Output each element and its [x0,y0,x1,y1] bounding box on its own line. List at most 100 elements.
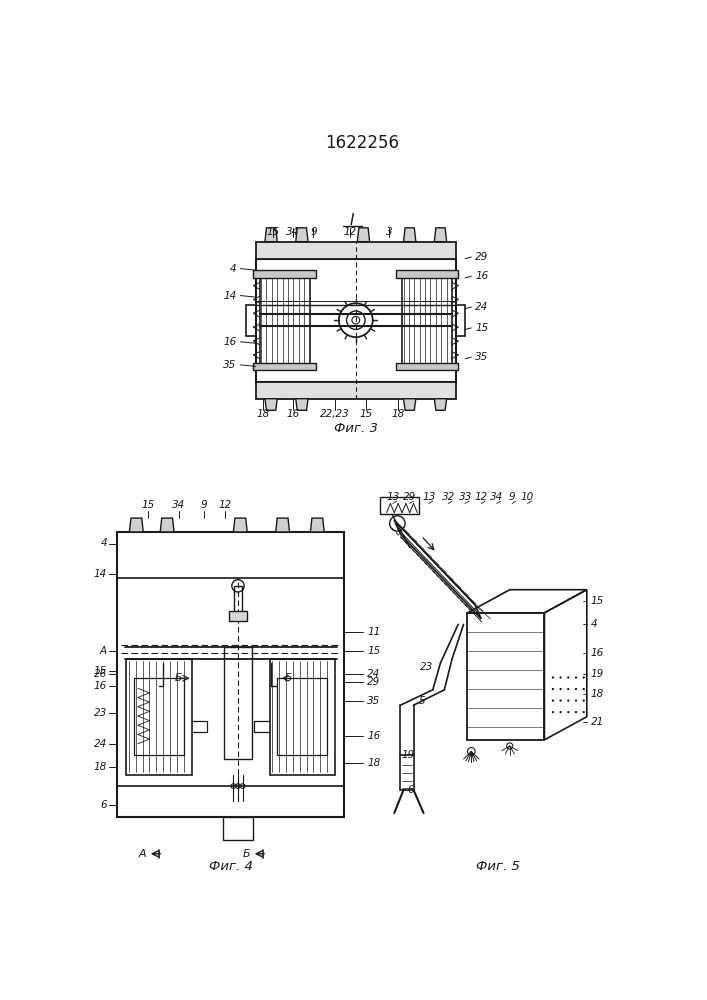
Circle shape [551,676,554,679]
Text: 15: 15 [359,409,373,419]
Text: 4: 4 [230,264,236,274]
Text: 34: 34 [490,492,503,502]
Text: 6: 6 [407,785,414,795]
Text: А: А [100,646,107,656]
Text: 12: 12 [344,227,357,237]
Text: 18: 18 [368,758,380,768]
Text: Фиг. 5: Фиг. 5 [477,860,520,873]
Bar [224,647,252,759]
Polygon shape [404,399,416,410]
Bar [396,363,458,370]
Bar [256,382,456,399]
Text: 35: 35 [368,696,380,706]
Text: 24: 24 [94,739,107,749]
Text: 24: 24 [475,302,489,312]
Text: 19: 19 [590,669,604,679]
Text: 13: 13 [422,492,436,502]
Text: 26: 26 [94,669,107,679]
Text: 18: 18 [257,409,270,419]
Polygon shape [434,399,447,410]
Circle shape [567,688,569,690]
Text: 14: 14 [223,291,236,301]
Text: 15: 15 [590,596,604,606]
Text: 22,23: 22,23 [320,409,350,419]
Text: 16: 16 [286,409,299,419]
Circle shape [575,688,577,690]
Text: 15: 15 [94,666,107,676]
Text: 19: 19 [402,750,415,760]
Circle shape [551,688,554,690]
Text: 16: 16 [223,337,236,347]
Text: 15: 15 [475,323,489,333]
Text: 29: 29 [475,252,489,262]
Bar [467,613,544,740]
Text: 6: 6 [100,800,107,810]
Text: 15: 15 [267,227,280,237]
Bar [402,274,452,366]
Polygon shape [233,518,247,532]
Bar [229,611,247,620]
Bar [380,497,419,514]
Circle shape [575,711,577,713]
Polygon shape [276,518,290,532]
Text: 24: 24 [368,669,380,679]
Text: 33: 33 [459,492,472,502]
Circle shape [567,699,569,702]
Polygon shape [296,399,308,410]
Circle shape [551,699,554,702]
Text: 16: 16 [475,271,489,281]
Text: 11: 11 [368,627,380,637]
Circle shape [551,711,554,713]
Text: 15: 15 [141,500,155,510]
Bar [277,678,327,755]
Text: 9: 9 [509,492,515,502]
Text: 32: 32 [442,492,455,502]
Polygon shape [129,518,144,532]
Text: 10: 10 [521,492,534,502]
Circle shape [575,699,577,702]
Text: 18: 18 [94,762,107,772]
Bar [253,270,316,278]
Text: 18: 18 [590,689,604,699]
Polygon shape [296,228,308,242]
Text: 4: 4 [590,619,597,629]
Polygon shape [265,399,277,410]
Bar [134,678,184,755]
Circle shape [559,699,562,702]
Polygon shape [434,228,447,242]
Text: Б: Б [284,673,291,683]
Circle shape [559,676,562,679]
Circle shape [583,676,585,679]
Bar [117,786,344,817]
Bar [117,532,344,817]
Text: I: I [350,213,354,228]
Circle shape [575,676,577,679]
Text: 13: 13 [386,492,399,502]
Circle shape [559,711,562,713]
Polygon shape [160,518,174,532]
Bar [256,259,456,382]
Bar [117,532,344,578]
Text: 4: 4 [100,538,107,548]
Bar [269,659,335,774]
Text: Фиг. 3: Фиг. 3 [334,422,378,434]
Bar [127,659,192,774]
Text: 16: 16 [94,681,107,691]
Bar [234,586,242,613]
Text: 29: 29 [403,492,416,502]
Polygon shape [310,518,325,532]
Text: 21: 21 [590,717,604,727]
Circle shape [583,699,585,702]
Bar [259,274,310,366]
Text: 9: 9 [201,500,207,510]
Text: 23: 23 [94,708,107,718]
Bar [396,270,458,278]
Text: Б: Б [175,673,182,683]
Circle shape [583,711,585,713]
Polygon shape [357,228,370,242]
Circle shape [583,688,585,690]
Text: 35: 35 [223,360,236,370]
Text: 34: 34 [172,500,185,510]
Text: 3: 3 [385,227,392,237]
Text: А: А [139,849,146,859]
